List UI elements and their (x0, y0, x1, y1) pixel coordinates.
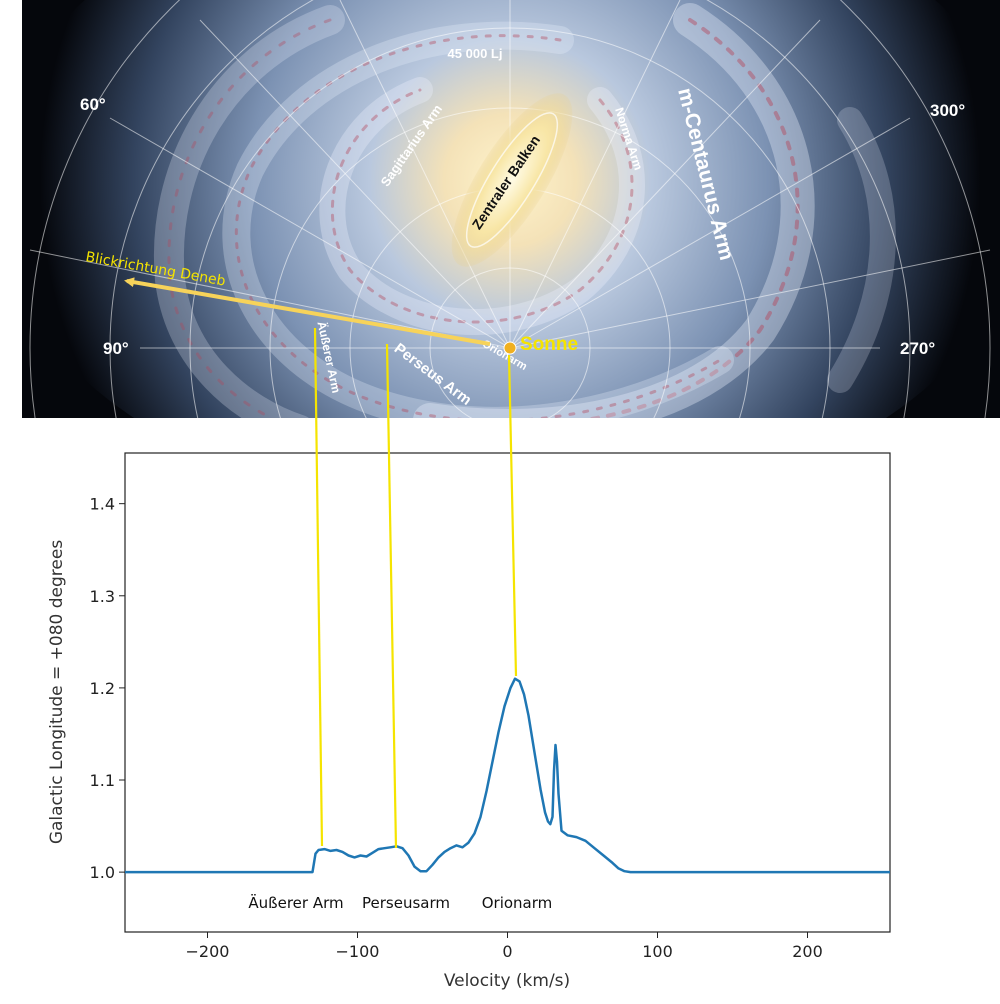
guide-line-perseus-arm (385, 343, 398, 849)
y-tick-label: 1.4 (90, 495, 115, 514)
degree-270-label: 270° (900, 339, 935, 358)
annotation-outer-arm: Äußerer Arm (248, 893, 343, 912)
plot-frame (124, 452, 891, 933)
spiral-arms (154, 3, 896, 418)
degree-60-label: 60° (80, 95, 106, 114)
guide-lines (313, 327, 518, 849)
x-tick-label: 0 (502, 942, 512, 961)
x-tick-label: −100 (336, 942, 380, 961)
x-tick-label: 100 (642, 942, 673, 961)
x-axis-label: Velocity (km/s) (444, 971, 570, 991)
annotation-orion-arm: Orionarm (482, 894, 553, 912)
annotation-perseus-arm: Perseusarm (362, 894, 450, 912)
y-tick-label: 1.2 (90, 679, 115, 698)
sun-label: Sonne (520, 334, 578, 355)
spectrum-line (125, 677, 890, 874)
galaxy-map: Zentraler Balken 45 000 Lj m-Centaurus A… (22, 0, 1000, 418)
x-tick-label: −200 (186, 942, 230, 961)
degree-300-label: 300° (930, 101, 965, 120)
spectrum-chart: −200 −100 0 100 200 1.0 1.1 1.2 1.3 1.4 Velocity … (47, 452, 891, 991)
y-tick-label: 1.1 (90, 771, 115, 790)
y-axis-label: Galactic Longitude = +080 degrees (47, 540, 67, 844)
x-tick-label: 200 (792, 942, 823, 961)
y-tick-label: 1.0 (90, 863, 115, 882)
y-tick-label: 1.3 (90, 587, 115, 606)
guide-line-orion-arm (507, 354, 518, 677)
axis-ticks: −200 −100 0 100 200 1.0 1.1 1.2 1.3 1.4 (90, 495, 823, 961)
sightline-arrow (124, 277, 491, 346)
distance-label: 45 000 Lj (448, 46, 503, 61)
guide-line-outer-arm (313, 327, 324, 847)
central-bar (451, 93, 573, 267)
degree-90-label: 90° (103, 339, 129, 358)
sun-marker (503, 341, 517, 355)
